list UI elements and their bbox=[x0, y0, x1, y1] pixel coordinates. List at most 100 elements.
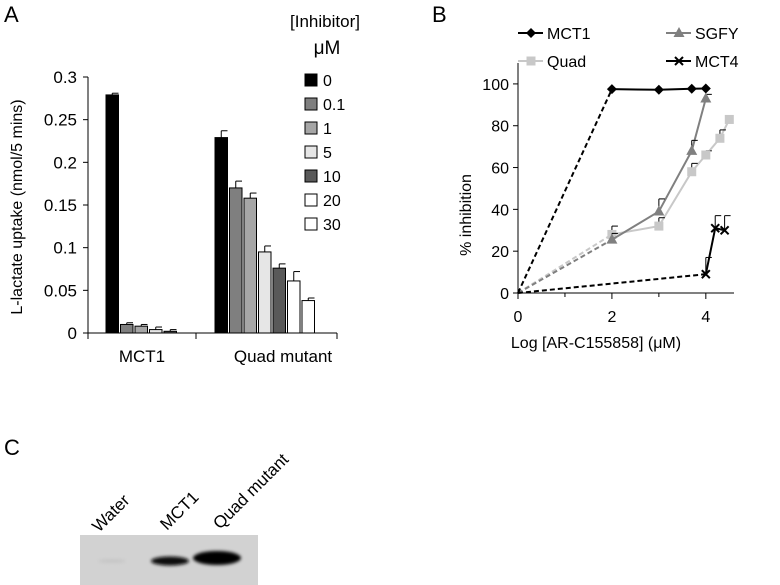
legend-swatch-0.1 bbox=[304, 97, 318, 111]
blot-band-quad-mutant bbox=[193, 551, 241, 565]
legend-marker-sgfy bbox=[673, 27, 685, 37]
blot-band-mct1 bbox=[151, 556, 189, 566]
line-y-tick-label: 60 bbox=[491, 161, 509, 178]
bar-categories: MCT1 Quad mutant bbox=[119, 347, 333, 366]
line-quad-point bbox=[654, 221, 664, 231]
bar-quad-mutant-0 bbox=[214, 137, 228, 334]
bar-y-tick-label: 0.05 bbox=[44, 281, 77, 300]
line-chart-b: % inhibition Log [AR-C155858] (μM) 02040… bbox=[458, 26, 739, 352]
bar-quad-mutant-10 bbox=[272, 267, 286, 334]
legend-swatch-0 bbox=[304, 73, 318, 87]
bar-mct1-1 bbox=[134, 325, 148, 334]
line-series-mct4 bbox=[517, 215, 731, 294]
legend-swatch-5 bbox=[304, 145, 318, 159]
line-mct1-point bbox=[653, 84, 664, 95]
line-series bbox=[517, 83, 734, 294]
line-x-tick-label: 4 bbox=[701, 309, 710, 326]
line-axes: 0 20 40 60 80 100 0 2 4 bbox=[482, 63, 734, 326]
line-x-axis-label: Log [AR-C155858] (μM) bbox=[511, 335, 681, 352]
line-mct1-point bbox=[700, 83, 711, 94]
line-quad-point bbox=[701, 150, 711, 160]
line-y-tick-label: 20 bbox=[491, 244, 509, 261]
line-sgfy-point bbox=[700, 92, 712, 103]
legend-label-mct1: MCT1 bbox=[547, 26, 591, 43]
line-sgfy-solid-segment bbox=[611, 98, 707, 241]
legend-swatch-30 bbox=[304, 217, 318, 231]
bar-mct1-0 bbox=[105, 94, 119, 334]
bar-mct1-5 bbox=[149, 329, 163, 334]
bar-mct1-0.1 bbox=[120, 323, 134, 334]
legend-swatch-1 bbox=[304, 121, 318, 135]
blot-lane-label-quad-mutant: Quad mutant bbox=[209, 450, 292, 533]
legend-label-30: 30 bbox=[323, 217, 341, 234]
legend-label-mct4: MCT4 bbox=[695, 54, 739, 71]
line-quad-point bbox=[715, 133, 725, 143]
bar-quad-mutant-1 bbox=[243, 197, 257, 334]
legend-label-20: 20 bbox=[323, 193, 341, 210]
bar-quad-mutant-20 bbox=[287, 280, 301, 334]
bar-chart-a: L-lactate uptake (nmol/5 mins) 00.050.10… bbox=[9, 12, 360, 366]
line-series-quad bbox=[517, 114, 734, 294]
bar-y-tick-label: 0.1 bbox=[53, 239, 77, 258]
line-series-mct1 bbox=[517, 83, 711, 294]
line-mct4-solid-segment bbox=[704, 226, 725, 275]
legend-label-sgfy: SGFY bbox=[695, 26, 739, 43]
line-mct1-point bbox=[606, 84, 617, 95]
legend-marker-mct1 bbox=[526, 28, 536, 38]
line-mct4-point bbox=[701, 269, 711, 279]
line-quad-solid-segment bbox=[611, 119, 731, 236]
line-y-tick-label: 40 bbox=[491, 202, 509, 219]
legend-label-0: 0 bbox=[323, 73, 332, 90]
bar-y-tick-label: 0.25 bbox=[44, 111, 77, 130]
blot-lane-label-water: Water bbox=[88, 491, 133, 536]
bar-category-label: Quad mutant bbox=[234, 347, 333, 366]
bar-y-tick-label: 0.15 bbox=[44, 196, 77, 215]
legend-label-1: 1 bbox=[323, 121, 332, 138]
legend-swatch-10 bbox=[304, 169, 318, 183]
bar-y-axis: 0 0.05 0.1 0.15 0.2 0.25 0.3 bbox=[44, 68, 338, 343]
line-quad-point bbox=[687, 167, 697, 177]
bar-y-tick-label: 0.3 bbox=[53, 68, 77, 87]
bar-quad-mutant-5 bbox=[258, 251, 272, 334]
bar-series bbox=[105, 92, 315, 334]
bar-y-tick-label: 0 bbox=[68, 324, 77, 343]
bar-y-axis-label: L-lactate uptake (nmol/5 mins) bbox=[9, 99, 26, 314]
line-sgfy-dashed-segment bbox=[517, 238, 613, 294]
line-mct1-solid-segment bbox=[611, 87, 706, 91]
line-mct4-point bbox=[710, 223, 720, 233]
bar-category-label: MCT1 bbox=[119, 347, 165, 366]
line-legend: MCT1 SGFY Quad MCT4 bbox=[518, 26, 739, 71]
legend-title-inhibitor: [Inhibitor] bbox=[290, 12, 360, 31]
panel-label-c: C bbox=[4, 435, 20, 460]
line-y-tick-label: 80 bbox=[491, 119, 509, 136]
line-quad-point bbox=[724, 114, 734, 124]
line-y-tick-label: 0 bbox=[500, 286, 509, 303]
legend-marker-quad bbox=[526, 56, 536, 66]
legend-marker-mct4 bbox=[674, 56, 684, 66]
line-sgfy-point bbox=[606, 233, 618, 244]
bar-mct1-10 bbox=[163, 330, 177, 334]
legend-label-10: 10 bbox=[323, 169, 341, 186]
bar-quad-mutant-0.1 bbox=[229, 187, 243, 334]
legend-label-5: 5 bbox=[323, 145, 332, 162]
line-mct4-point bbox=[719, 225, 730, 235]
bar-quad-mutant-30 bbox=[301, 300, 315, 334]
bar-y-tick-label: 0.2 bbox=[53, 153, 77, 172]
line-mct1-point bbox=[686, 83, 697, 94]
bar-legend: [Inhibitor] μM 0 0.1 1 5 10 20 30 bbox=[290, 12, 360, 234]
legend-swatch-20 bbox=[304, 193, 318, 207]
line-x-tick-label: 0 bbox=[514, 309, 523, 326]
line-y-tick-label: 100 bbox=[482, 77, 509, 94]
line-sgfy-point bbox=[653, 205, 665, 216]
blot-band-water bbox=[98, 559, 126, 563]
legend-title-unit: μM bbox=[314, 38, 341, 59]
line-y-axis-label: % inhibition bbox=[458, 174, 475, 256]
blot-lane-label-mct1: MCT1 bbox=[156, 488, 202, 534]
line-sgfy-point bbox=[686, 144, 698, 155]
panel-label-a: A bbox=[4, 2, 19, 27]
panel-label-b: B bbox=[432, 2, 447, 27]
legend-label-quad: Quad bbox=[547, 54, 586, 71]
western-blot: Water MCT1 Quad mutant bbox=[80, 450, 293, 585]
line-series-sgfy bbox=[517, 92, 712, 294]
